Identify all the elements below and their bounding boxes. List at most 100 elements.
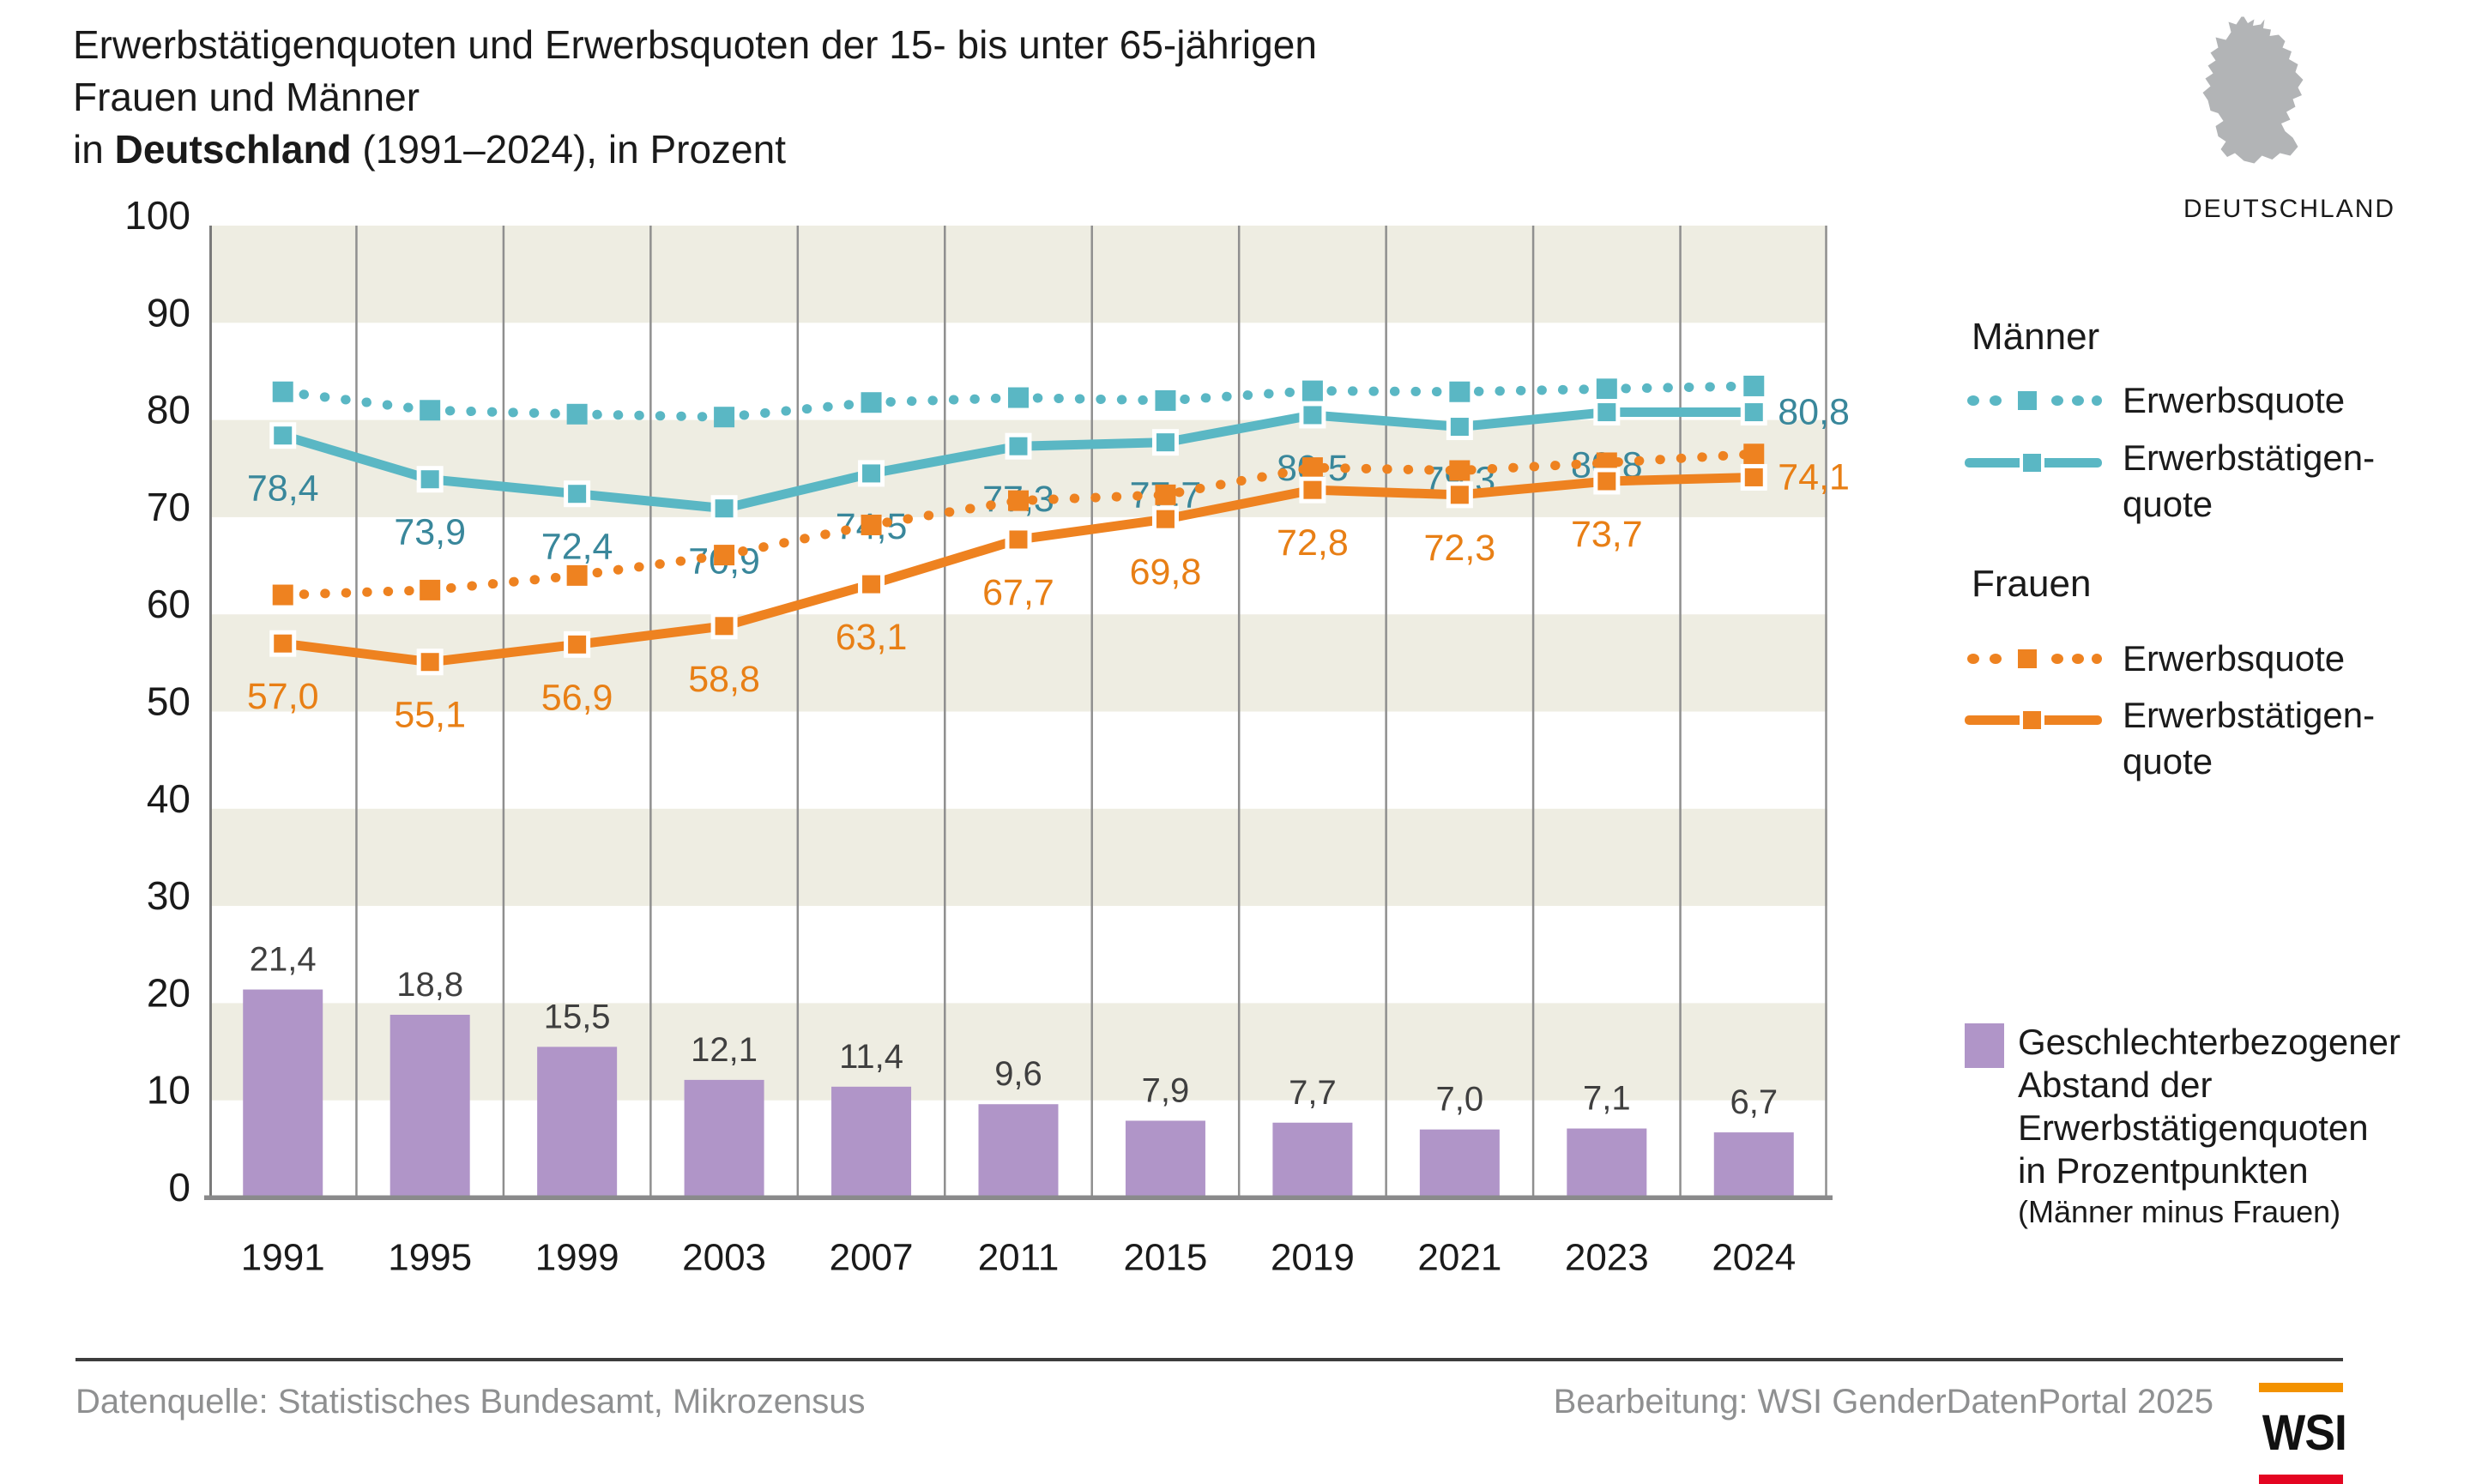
gap-bar-label: 7,7: [1289, 1074, 1337, 1112]
chart-title: Erwerbstätigenquoten und Erwerbsquoten d…: [73, 19, 1360, 176]
gap-bar-label: 9,6: [994, 1055, 1042, 1093]
value-label: 55,1: [394, 695, 466, 736]
value-label: 69,8: [1130, 552, 1202, 593]
gap-bar-label: 7,1: [1583, 1080, 1631, 1118]
x-tick-label: 2023: [1565, 1237, 1649, 1279]
x-tick-label: 1991: [241, 1237, 325, 1279]
gap-bar-label: 7,9: [1142, 1071, 1190, 1109]
y-tick-label: 40: [147, 776, 190, 821]
attribution-text: Bearbeitung: WSI GenderDatenPortal 2025: [1553, 1383, 2213, 1421]
value-label: 63,1: [836, 617, 908, 658]
y-tick-label: 50: [147, 679, 190, 724]
data-source-text: Datenquelle: Statistisches Bundesamt, Mi…: [75, 1383, 866, 1421]
y-tick-label: 10: [147, 1068, 190, 1113]
footer-divider: [75, 1358, 2343, 1361]
legend-item-maenner-erwerbsquote: Erwerbsquote: [1965, 375, 2445, 426]
gap-bar: [1125, 1120, 1205, 1197]
region-indicator: DEUTSCHLAND: [2183, 9, 2396, 224]
legend-label: Erwerbstätigen- quote: [2123, 437, 2376, 524]
legend-label: Erwerbsquote: [2123, 380, 2346, 420]
solid-line-teal-icon: [1965, 450, 2102, 475]
gap-bar: [684, 1079, 764, 1197]
value-label: 57,0: [247, 676, 319, 717]
x-tick-label: 1999: [535, 1237, 619, 1279]
gender-gap-bars: 21,4 18,8 15,5 12,1 11,4 9,6 7,9 7,7 7,0 7,1 6,7: [243, 941, 1794, 1197]
gap-legend-note: (Männer minus Frauen): [2018, 1194, 2341, 1229]
y-tick-label: 100: [124, 193, 190, 238]
x-axis-baseline: [204, 1195, 1833, 1200]
value-label: 80,8: [1778, 392, 1850, 433]
gap-bar: [978, 1104, 1059, 1197]
wsi-logo-red-bar: [2259, 1475, 2343, 1484]
gap-bar: [1567, 1128, 1647, 1197]
gap-bar-label: 15,5: [544, 998, 611, 1035]
page: { "title": { "line1": "Erwerbstätigenquo…: [73, 9, 2445, 1484]
wsi-logo-text: WSI: [2262, 1405, 2347, 1461]
x-tick-label: 2021: [1417, 1237, 1501, 1279]
y-tick-label: 80: [147, 388, 190, 432]
gap-bar: [243, 989, 323, 1197]
series-frauen-erwerbsquote: [272, 443, 1765, 606]
legend-heading-maenner: Männer: [1972, 316, 2100, 358]
value-label: 78,4: [247, 468, 319, 510]
dotted-line-orange-icon: [1967, 649, 2102, 668]
legend-label: Erwerbsquote: [2123, 638, 2346, 679]
gap-bar: [390, 1014, 470, 1197]
gap-bar-label: 11,4: [839, 1038, 903, 1076]
y-tick-label: 0: [168, 1165, 190, 1210]
chart-title-line1: Erwerbstätigenquoten und Erwerbsquoten d…: [73, 22, 1317, 119]
y-tick-label: 70: [147, 485, 190, 529]
x-tick-label: 2019: [1271, 1237, 1355, 1279]
chart-title-line2: in Deutschland (1991–2024), in Prozent: [73, 127, 786, 172]
x-tick-label: 1995: [388, 1237, 472, 1279]
x-tick-label: 2003: [682, 1237, 766, 1279]
legend-heading-frauen: Frauen: [1972, 563, 2092, 605]
value-label: 72,8: [1277, 522, 1349, 564]
value-label: 56,9: [541, 677, 613, 718]
gap-legend-text: Geschlechterbezogener Abstand der Erwerb…: [2018, 1022, 2401, 1191]
germany-map-icon: [2202, 16, 2304, 164]
y-tick-label: 60: [147, 582, 190, 626]
purple-swatch-icon: [1965, 1023, 2004, 1068]
legend-item-maenner-erwerbstaetigenquote: Erwerbstätigen- quote: [1965, 437, 2445, 524]
value-label: 74,1: [1778, 456, 1850, 498]
gap-bar: [1713, 1132, 1794, 1197]
vertical-gridlines: [209, 226, 1827, 1197]
solid-line-orange-icon: [1965, 708, 2102, 733]
gap-bar-label: 21,4: [250, 941, 317, 979]
y-tick-label: 90: [147, 290, 190, 335]
value-label: 72,3: [1424, 528, 1496, 569]
y-axis-labels: 0 10 20 30 40 50 60 70 80 90 100: [124, 193, 190, 1210]
legend-label: Erwerbstätigen- quote: [2123, 695, 2376, 781]
wsi-logo-orange-bar: [2259, 1383, 2343, 1392]
gap-bar-label: 18,8: [396, 966, 463, 1004]
x-tick-label: 2007: [830, 1237, 914, 1279]
series-maenner-erwerbsquote: [272, 375, 1765, 428]
y-tick-label: 20: [147, 970, 190, 1015]
gap-bar: [831, 1086, 912, 1197]
dotted-line-teal-icon: [1967, 391, 2102, 410]
wsi-logo: WSI: [2259, 1383, 2347, 1484]
series-frauen-erwerbstaetigenquote: 57,0 55,1 56,9 58,8 63,1 67,7 69,8 72,8 72,3 73,7…: [247, 456, 1850, 735]
x-tick-label: 2011: [978, 1237, 1060, 1279]
value-label: 72,4: [541, 527, 613, 568]
gap-bar: [1419, 1129, 1500, 1197]
value-label: 73,9: [394, 512, 466, 553]
x-axis-labels: 1991 1995 1999 2003 2007 2011 2015 2019 2021 2023…: [241, 1237, 1796, 1279]
gap-bar-label: 7,0: [1436, 1081, 1484, 1119]
value-label: 73,7: [1571, 514, 1643, 555]
value-label: 58,8: [688, 659, 760, 700]
gap-bar: [537, 1047, 618, 1197]
gap-bar: [1272, 1122, 1353, 1197]
legend-item-frauen-erwerbsquote: Erwerbsquote: [1965, 633, 2445, 685]
y-tick-label: 30: [147, 873, 190, 918]
x-tick-label: 2015: [1124, 1237, 1208, 1279]
gap-bar-label: 6,7: [1730, 1083, 1778, 1121]
legend-item-frauen-erwerbstaetigenquote: Erwerbstätigen- quote: [1965, 694, 2445, 781]
legend-item-gender-gap: Geschlechterbezogener Abstand der Erwerb…: [1965, 1021, 2445, 1232]
gap-bar-label: 12,1: [691, 1031, 758, 1069]
title-region: Deutschland: [114, 127, 352, 172]
chart-plot: 21,4 18,8 15,5 12,1 11,4 9,6 7,9 7,7 7,0 7,1 6,7 78…: [124, 193, 1850, 1279]
x-tick-label: 2024: [1712, 1237, 1796, 1279]
map-label: DEUTSCHLAND: [2183, 195, 2396, 223]
